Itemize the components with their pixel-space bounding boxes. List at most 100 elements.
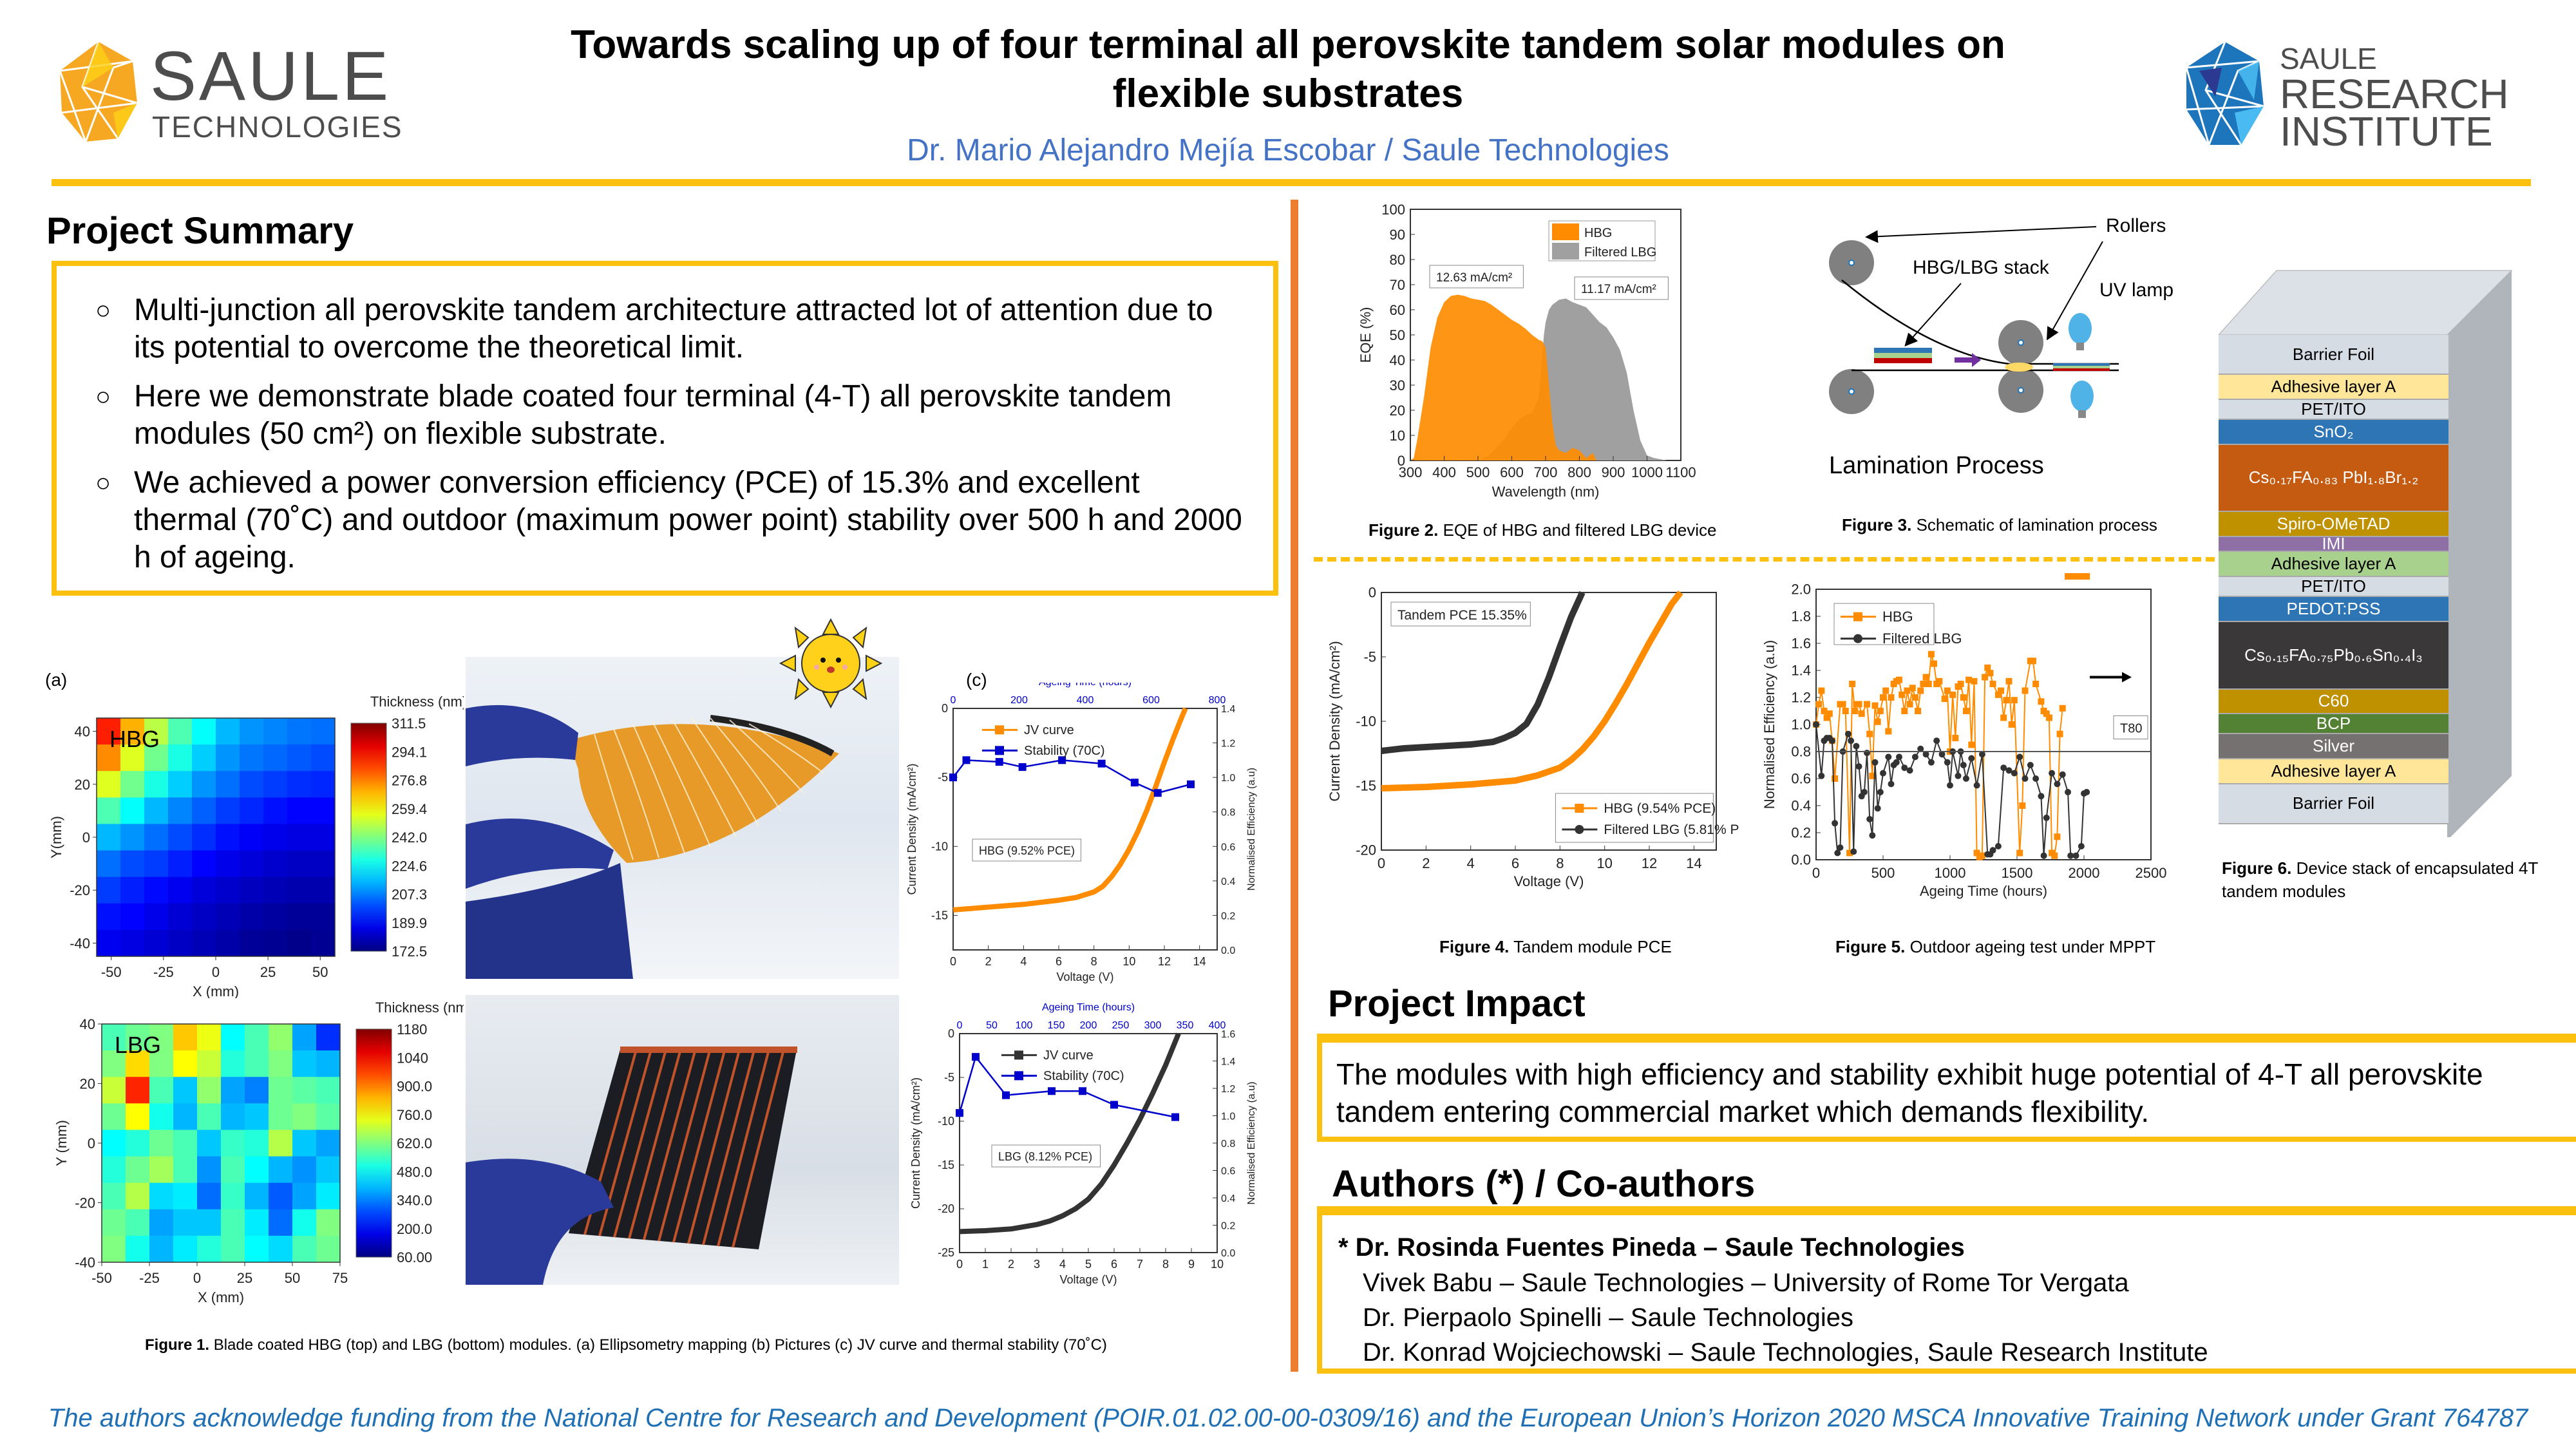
data-point	[1877, 708, 1884, 714]
summary-bullet: ○ Here we demonstrate blade coated four t…	[95, 378, 1247, 453]
heatmap-cell	[144, 744, 169, 772]
heatmap-cell	[269, 1182, 293, 1210]
heatmap-cell	[292, 1130, 317, 1157]
data-point	[1871, 759, 1879, 766]
heatmap-cell	[168, 771, 193, 798]
figure2-caption: Figure 2. EQE of HBG and filtered LBG de…	[1368, 520, 1716, 540]
y2-tick-label: 1.2	[1221, 1084, 1235, 1095]
stack-layer: PET/ITO	[2219, 399, 2448, 420]
map-label: LBG	[115, 1032, 161, 1058]
hbg-lbg-stack-icon	[1874, 348, 1932, 363]
heatmap-cell	[216, 876, 240, 904]
saule-gem-icon	[59, 42, 138, 142]
heatmap-cell	[192, 744, 216, 772]
legend-marker	[1014, 1071, 1023, 1081]
data-point	[1994, 843, 2002, 849]
data-point	[1901, 764, 1908, 772]
heatmap-cell	[221, 1156, 245, 1184]
annotation-box	[2113, 715, 2148, 739]
direction-arrow-icon	[1955, 353, 1981, 367]
data-point	[1850, 848, 1857, 855]
heatmap-cell	[173, 1050, 198, 1077]
y-tick-label: 0	[88, 1135, 95, 1151]
heatmap-cell	[292, 1235, 317, 1263]
stack-layer: Barrier Foil	[2219, 335, 2448, 375]
data-point	[1989, 681, 1996, 687]
annotation-box	[1574, 276, 1669, 300]
x2-tick-label: 800	[1209, 695, 1226, 706]
heatmap-cell	[173, 1130, 198, 1157]
y-tick-label: 1.0	[1791, 716, 1811, 732]
figure-row-divider	[1314, 557, 2228, 562]
x-tick-label: 1	[982, 1258, 989, 1271]
data-point	[1949, 691, 1956, 698]
figure5-caption-label: Figure 5.	[1835, 937, 1906, 956]
y-tick-label: 0.6	[1791, 770, 1811, 786]
colorbar-tick-label: 60.00	[397, 1249, 432, 1265]
data-point	[1130, 779, 1139, 787]
heatmap-cell	[102, 1209, 126, 1236]
y-tick-label: 0.8	[1791, 743, 1811, 759]
colorbar-tick-label: 224.6	[392, 858, 427, 874]
x-tick-label: 0	[1378, 855, 1385, 871]
data-point	[1927, 759, 1935, 766]
hbg-jv-stability-chart: 0 2 4 6 8 10 12 14 0 -5 -10 -15 Voltage (V) Current D…	[905, 683, 1257, 983]
data-point	[2003, 697, 2010, 704]
heatmap-cell	[173, 1182, 198, 1210]
data-point	[949, 773, 957, 782]
data-point	[1915, 708, 1922, 714]
data-point	[2043, 814, 2050, 821]
x-tick-label: 4	[1020, 955, 1027, 968]
data-point	[2051, 852, 2058, 859]
data-point	[1962, 775, 1969, 782]
eqe-chart: 300 400 500 600 700 800 900 1000 1100 0 10 20 30 40 50…	[1358, 202, 1696, 500]
figure1-panel-a-label: (a)	[45, 670, 68, 690]
data-point	[1871, 702, 1879, 709]
stack-layer: PEDOT:PSS	[2219, 597, 2448, 622]
y2-tick-label: 1.4	[1221, 1057, 1235, 1068]
x-tick-label: 6	[1111, 1258, 1117, 1271]
heatmap-cell	[221, 1235, 245, 1263]
data-point	[2027, 762, 2034, 768]
lamination-schematic: Rollers HBG/LBG stack UV lamp Lamination…	[1829, 215, 2174, 479]
x-axis-label: X (mm)	[198, 1289, 244, 1305]
y2-tick-label: 0.4	[1221, 1193, 1235, 1204]
arrow-right-head-icon	[2122, 672, 2132, 683]
hbg-module-drawing	[466, 705, 839, 979]
data-point	[1904, 687, 1911, 694]
colorbar	[350, 723, 387, 952]
x-tick-label: 1000	[1935, 865, 1966, 881]
y2-tick-label: 1.4	[1221, 704, 1235, 715]
data-point	[1861, 789, 1868, 795]
y-tick-label: 20	[75, 777, 90, 793]
x-tick-label: 2	[1008, 1258, 1014, 1271]
heatmap-cell	[197, 1235, 222, 1263]
summary-heading: Project Summary	[46, 210, 354, 252]
x2-tick-label: 150	[1048, 1020, 1065, 1031]
y-tick-label: 70	[1390, 277, 1405, 293]
x-tick-label: 300	[1399, 464, 1423, 480]
data-point	[2011, 697, 2018, 704]
heatmap-cell	[126, 1235, 150, 1263]
x-tick-label: 2	[1422, 855, 1430, 871]
figure6-caption-label: Figure 6.	[2222, 858, 2292, 878]
heatmap-cell	[292, 1182, 317, 1210]
heatmap-cell	[316, 1235, 341, 1263]
y-tick-label: 1.4	[1791, 662, 1811, 678]
heatmap-cell	[144, 850, 169, 878]
colorbar-tick-label: 620.0	[397, 1135, 432, 1151]
heatmap-cell	[144, 797, 169, 824]
heatmap-cell	[245, 1024, 269, 1051]
y-tick-label: -10	[938, 1115, 954, 1128]
roller-top-right	[1998, 320, 2043, 365]
heatmap-cell	[292, 1077, 317, 1104]
colorbar-tick-label: 340.0	[397, 1193, 432, 1209]
data-point	[2072, 852, 2079, 859]
heatmap-cell	[149, 1077, 174, 1104]
summary-bullet: ○ Multi-junction all perovskite tandem ar…	[95, 292, 1247, 366]
heatmap-cell	[245, 1235, 269, 1263]
heatmap-cell	[221, 1130, 245, 1157]
legend-label: JV curve	[1024, 723, 1074, 737]
x-tick-label: 7	[1137, 1258, 1143, 1271]
heatmap-cell	[97, 850, 121, 878]
